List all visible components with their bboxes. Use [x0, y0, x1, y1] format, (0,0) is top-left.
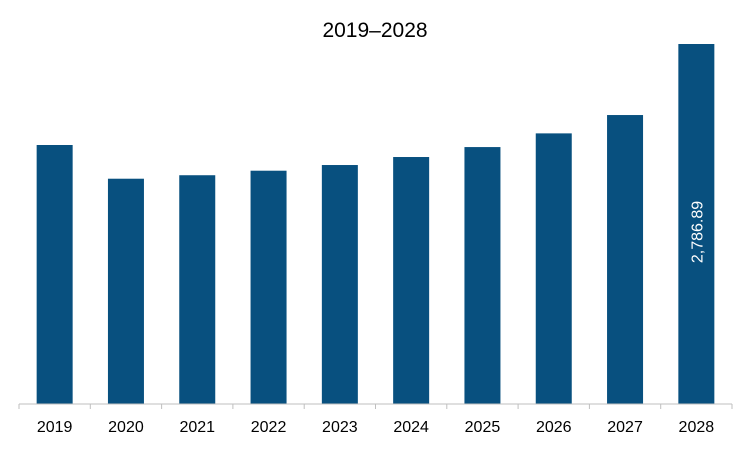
x-tick-label-2023: 2023 — [322, 419, 358, 436]
data-label-2028: 2,786.89 — [689, 201, 706, 263]
bar-2027 — [607, 115, 644, 405]
x-tick-label-2019: 2019 — [37, 419, 73, 436]
x-axis-ticks — [18, 404, 733, 409]
x-tick-label-2021: 2021 — [179, 419, 215, 436]
bar-2028 — [678, 44, 715, 404]
bar-2020 — [107, 178, 144, 404]
x-tick-label-2025: 2025 — [465, 419, 501, 436]
x-tick-label-2020: 2020 — [108, 419, 144, 436]
bars-layer — [36, 44, 715, 405]
bar-2024 — [393, 157, 430, 404]
bar-2023 — [321, 165, 358, 404]
bar-2025 — [464, 147, 501, 405]
x-tick-label-2024: 2024 — [393, 419, 429, 436]
x-tick-label-2022: 2022 — [251, 419, 287, 436]
x-tick-label-2028: 2028 — [679, 419, 715, 436]
x-tick-label-2027: 2027 — [607, 419, 643, 436]
bar-2019 — [36, 145, 73, 404]
bar-2021 — [179, 175, 216, 404]
bar-2026 — [535, 133, 572, 404]
bar-2022 — [250, 170, 287, 404]
x-axis-labels: 2019 2020 2021 2022 2023 2024 2025 2026 2027 2028 — [37, 419, 714, 436]
x-tick-label-2026: 2026 — [536, 419, 572, 436]
chart-title: 2019–2028 — [322, 19, 427, 42]
data-labels: 2,786.89 — [689, 201, 706, 263]
